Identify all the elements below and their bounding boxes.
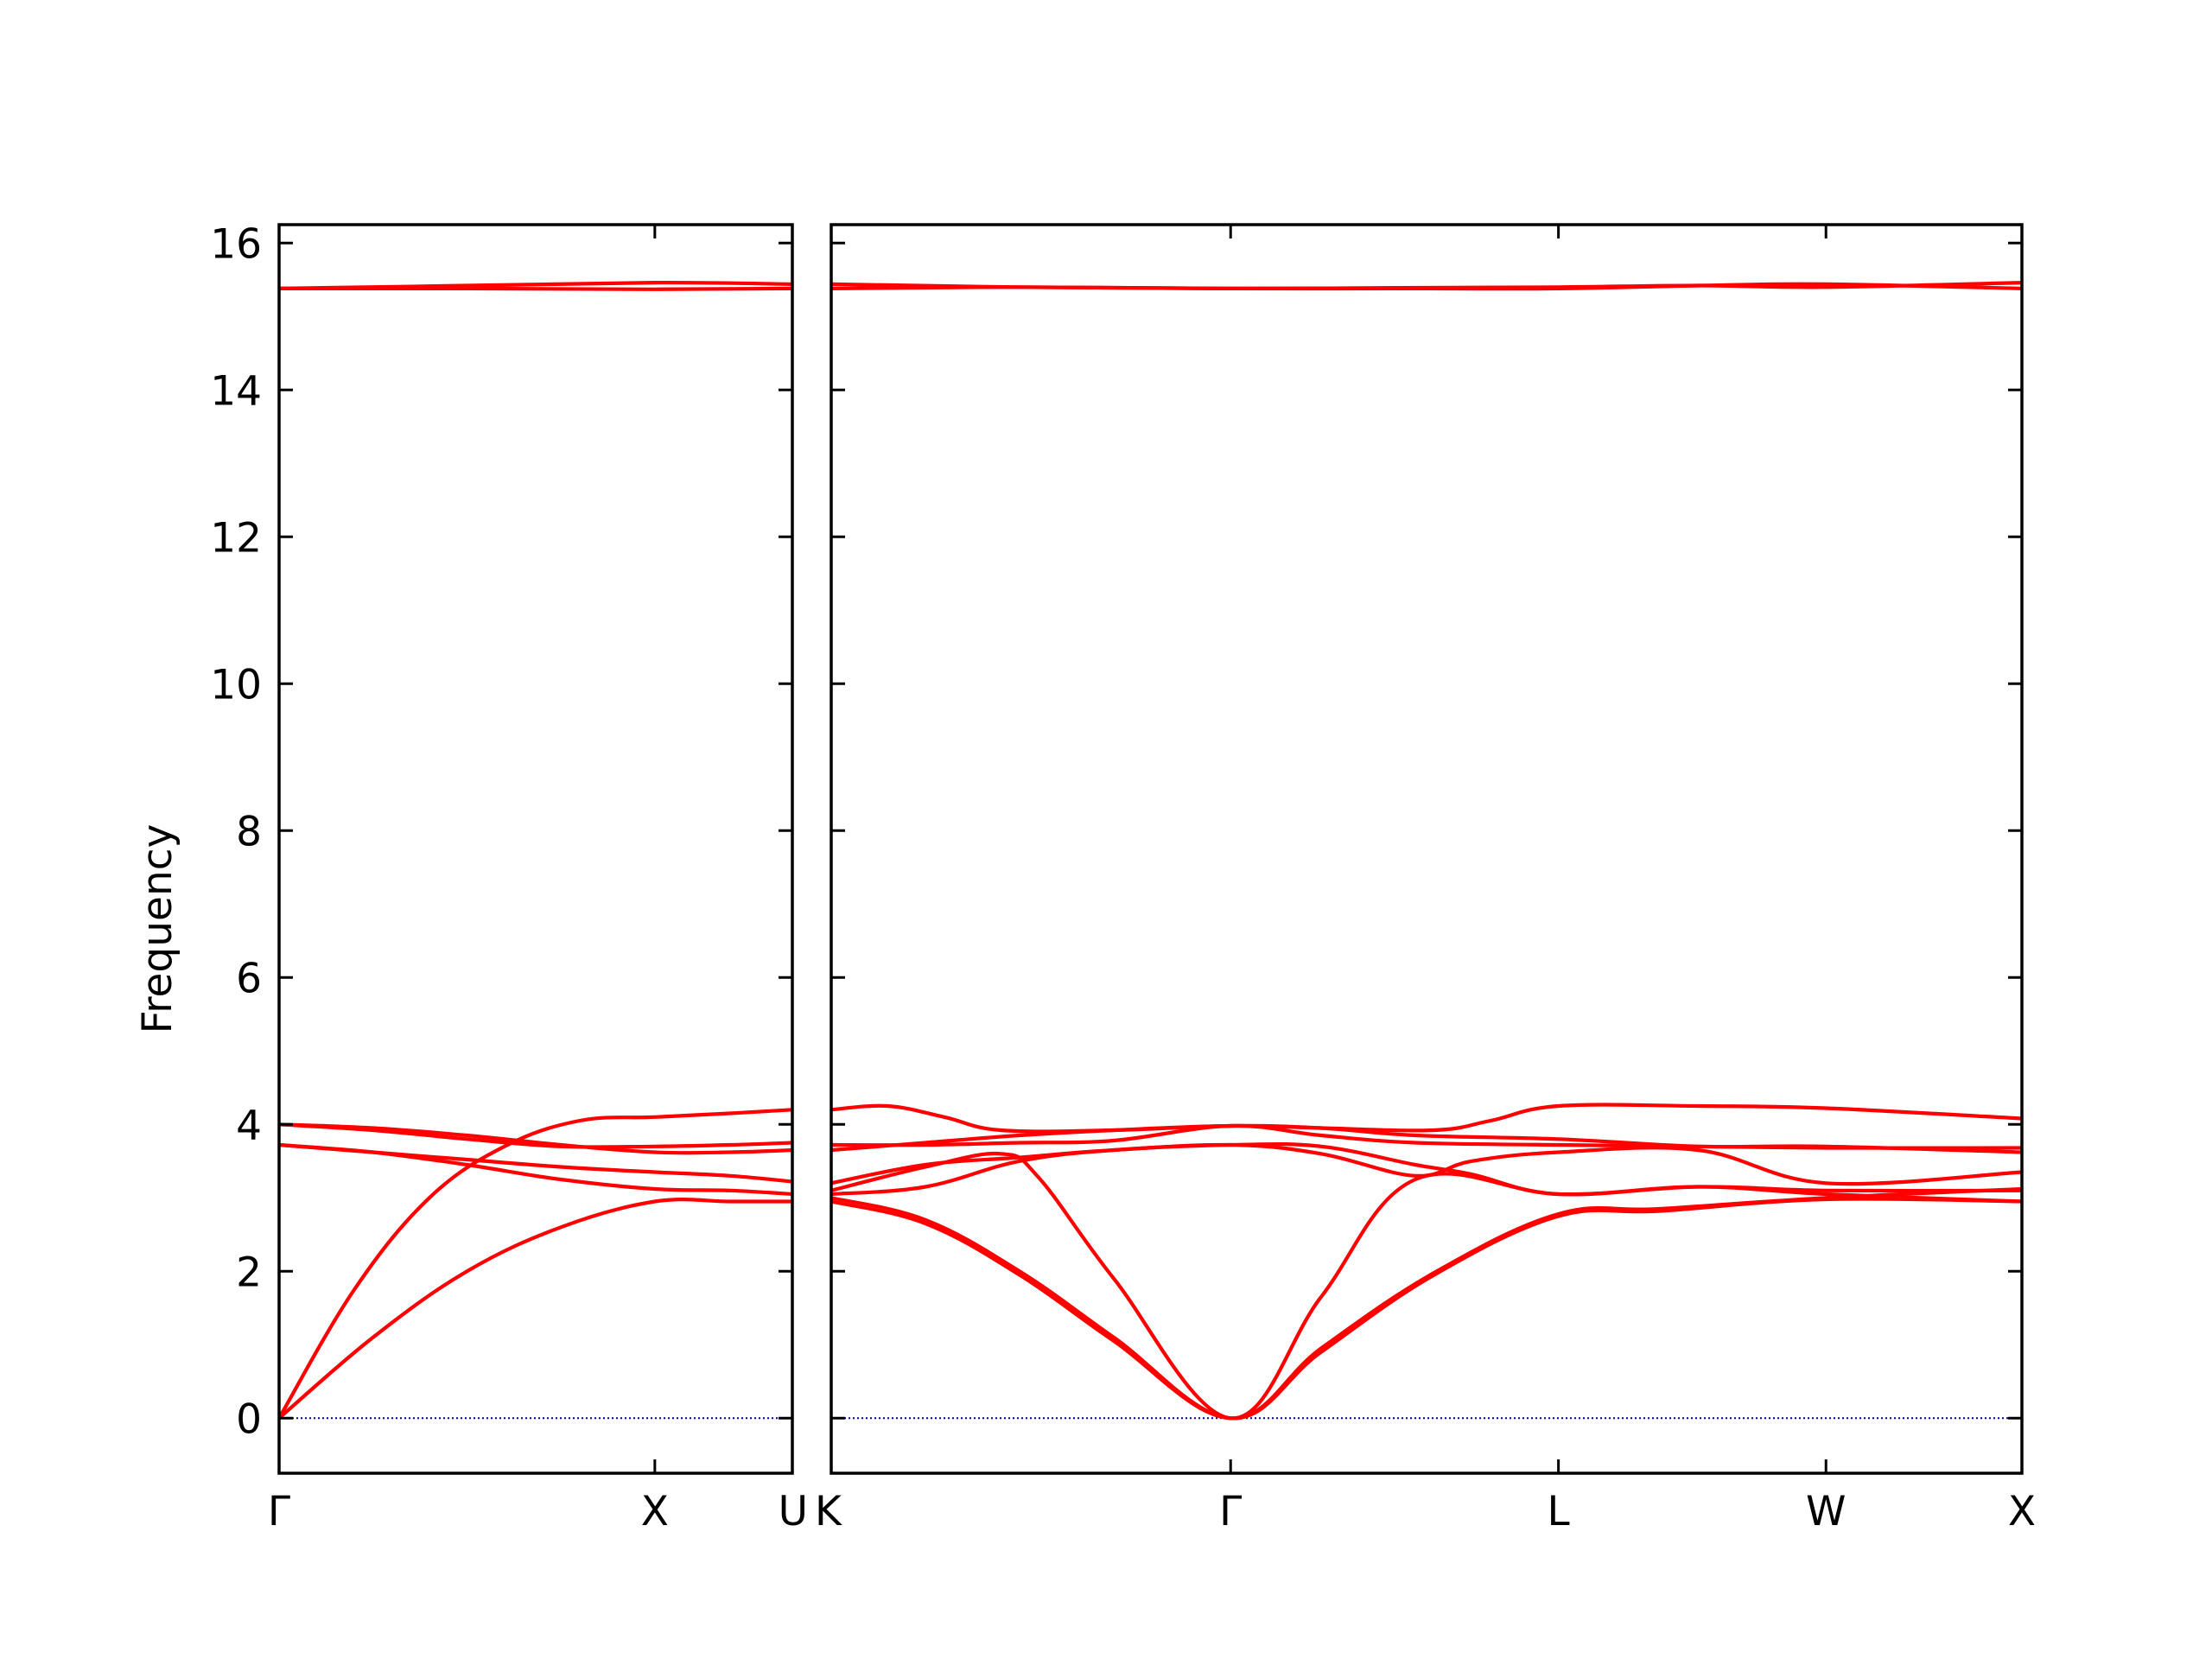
band-line [279,1142,792,1184]
band-line [831,1196,2022,1421]
x-tick-label: Γ [1219,1488,1242,1535]
x-tick-label: L [1548,1488,1570,1535]
y-tick-label: 2 [236,1249,262,1296]
y-axis-label: Frequency [134,824,181,1034]
y-tick-label: 10 [210,661,262,709]
band-line [831,1151,2022,1421]
band-line [279,1198,792,1421]
band-line [831,1103,2022,1134]
band-line [279,1108,792,1421]
x-tick-label: W [1806,1488,1846,1535]
plot-area [279,280,792,1421]
band-line [831,1142,2022,1186]
band-line [831,1141,2022,1197]
panel-gamma-x-u: 0 2 4 6 8 10 12 14 16 Γ X U [210,220,808,1535]
plot-frame [277,223,794,1475]
plot-area [831,281,2022,1421]
y-tick-label: 6 [236,955,262,1002]
band-line [831,1186,2022,1421]
band-line [831,281,2022,291]
y-tick-label: 12 [210,514,262,562]
y-tick-label: 14 [210,367,262,415]
y-tick-label: 0 [236,1395,262,1443]
x-tick-label: Γ [268,1488,290,1535]
plot-frame [830,223,2024,1475]
band-line [279,1122,792,1149]
y-tick-label: 4 [236,1102,262,1149]
x-tick-label: X [2008,1488,2036,1535]
band-line [831,1123,2022,1150]
x-tick-label: U [779,1488,808,1535]
y-tick-label: 16 [210,220,262,268]
band-line [279,280,792,290]
x-tick-label: K [815,1488,842,1535]
x-tick-label: X [641,1488,669,1535]
y-tick-label: 8 [236,808,262,855]
